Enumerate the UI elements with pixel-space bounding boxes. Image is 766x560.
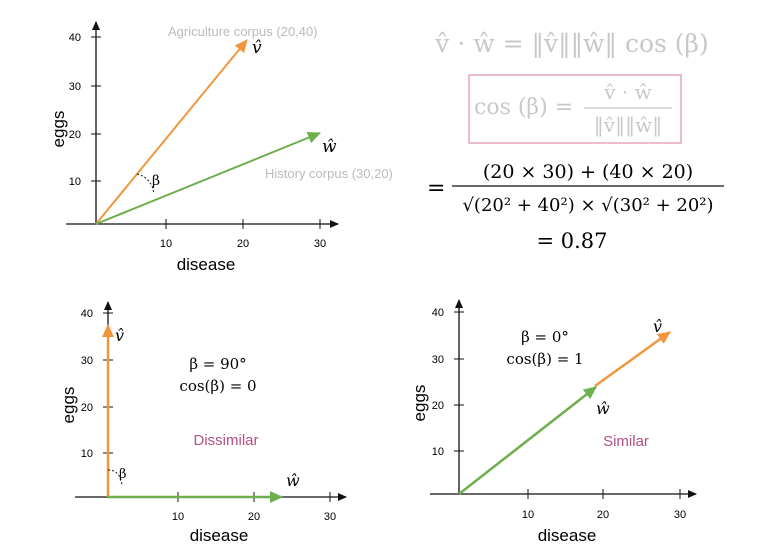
- w-vector-arrow: [458, 386, 597, 495]
- y-tick-label: 20: [81, 402, 93, 414]
- y-tick-label: 40: [432, 307, 444, 319]
- w-vector-arrow: [95, 131, 321, 225]
- angle-arc: [136, 173, 155, 195]
- cosine-formula-numerator: v̂ · ŵ: [603, 80, 652, 104]
- calculation-numerator: (20 × 30) + (40 × 20): [483, 161, 693, 183]
- dissimilar-label: Dissimilar: [194, 432, 259, 449]
- equals-sign: =: [427, 176, 445, 201]
- top-chart: 40 30 20 10 10 20 30 disease eggs β v̂ ŵ…: [49, 21, 393, 274]
- cosine-formula-box: [468, 74, 682, 144]
- angle-arc: [107, 469, 123, 486]
- similar-label: Similar: [603, 433, 649, 450]
- cosine-value-text: cos(β) = 1: [506, 350, 583, 368]
- w-hat-label: ŵ: [596, 399, 610, 418]
- formula-block: v̂ · ŵ = ‖v̂‖‖ŵ‖ cos (β) cos (β) = v̂ · …: [427, 29, 724, 253]
- x-tick-label: 20: [237, 238, 249, 250]
- y-tick-label: 10: [69, 176, 81, 188]
- y-tick-label: 10: [432, 446, 444, 458]
- bottom-right-axes: 40 30 20 10 10 20 30 disease eggs: [410, 299, 697, 545]
- x-axis-label: disease: [190, 526, 249, 545]
- y-tick-label: 30: [69, 81, 81, 93]
- agriculture-corpus-label: Agriculture corpus (20,40): [168, 24, 318, 39]
- calculation-result: = 0.87: [536, 229, 607, 253]
- y-axis-label: eggs: [410, 385, 429, 422]
- w-hat-label: ŵ: [286, 471, 300, 490]
- y-tick-label: 20: [432, 400, 444, 412]
- y-tick-label: 40: [69, 32, 81, 44]
- y-axis-label: eggs: [49, 111, 68, 148]
- x-tick-label: 10: [522, 509, 534, 521]
- history-corpus-label: History corpus (30,20): [265, 166, 393, 181]
- x-tick-label: 10: [160, 238, 172, 250]
- bottom-right-chart: 40 30 20 10 10 20 30 disease eggs v̂ ŵ β…: [410, 299, 697, 545]
- x-tick-label: 10: [172, 511, 184, 523]
- calculation-denominator: √(20² + 40²) × √(30² + 20²): [462, 195, 713, 216]
- y-axis-label: eggs: [59, 387, 78, 424]
- y-tick-label: 40: [81, 308, 93, 320]
- cosine-formula-lhs: cos (β) =: [474, 95, 573, 120]
- x-tick-label: 20: [597, 509, 609, 521]
- dot-product-formula: v̂ · ŵ = ‖v̂‖‖ŵ‖ cos (β): [434, 29, 708, 59]
- beta-label: β: [119, 467, 127, 482]
- v-hat-label: v̂: [653, 317, 662, 336]
- x-tick-label: 20: [248, 511, 260, 523]
- y-tick-label: 30: [432, 354, 444, 366]
- x-axis-label: disease: [177, 255, 236, 274]
- beta-label: β: [152, 173, 160, 189]
- bottom-left-axes: 40 30 20 10 10 20 30 disease eggs: [59, 301, 347, 545]
- y-tick-label: 10: [81, 448, 93, 460]
- v-vector-arrow: [594, 330, 671, 388]
- v-hat-label: v̂: [252, 38, 262, 58]
- angle-value-text: β = 0°: [521, 328, 569, 346]
- w-hat-label: ŵ: [322, 137, 337, 157]
- top-chart-axes: 40 30 20 10 10 20 30 disease eggs: [49, 21, 339, 274]
- v-vector-arrow: [95, 39, 248, 225]
- y-tick-label: 30: [81, 355, 93, 367]
- cosine-value-text: cos(β) = 0: [179, 377, 256, 395]
- x-tick-label: 30: [324, 511, 336, 523]
- x-axis-label: disease: [538, 526, 597, 545]
- y-tick-label: 20: [69, 129, 81, 141]
- bottom-left-chart: 40 30 20 10 10 20 30 disease eggs β v̂ ŵ…: [59, 301, 347, 545]
- v-hat-label: v̂: [115, 326, 124, 345]
- x-tick-label: 30: [674, 509, 686, 521]
- x-tick-label: 30: [314, 238, 326, 250]
- cosine-formula-denominator: ‖v̂‖‖ŵ‖: [594, 113, 662, 138]
- angle-value-text: β = 90°: [189, 355, 246, 373]
